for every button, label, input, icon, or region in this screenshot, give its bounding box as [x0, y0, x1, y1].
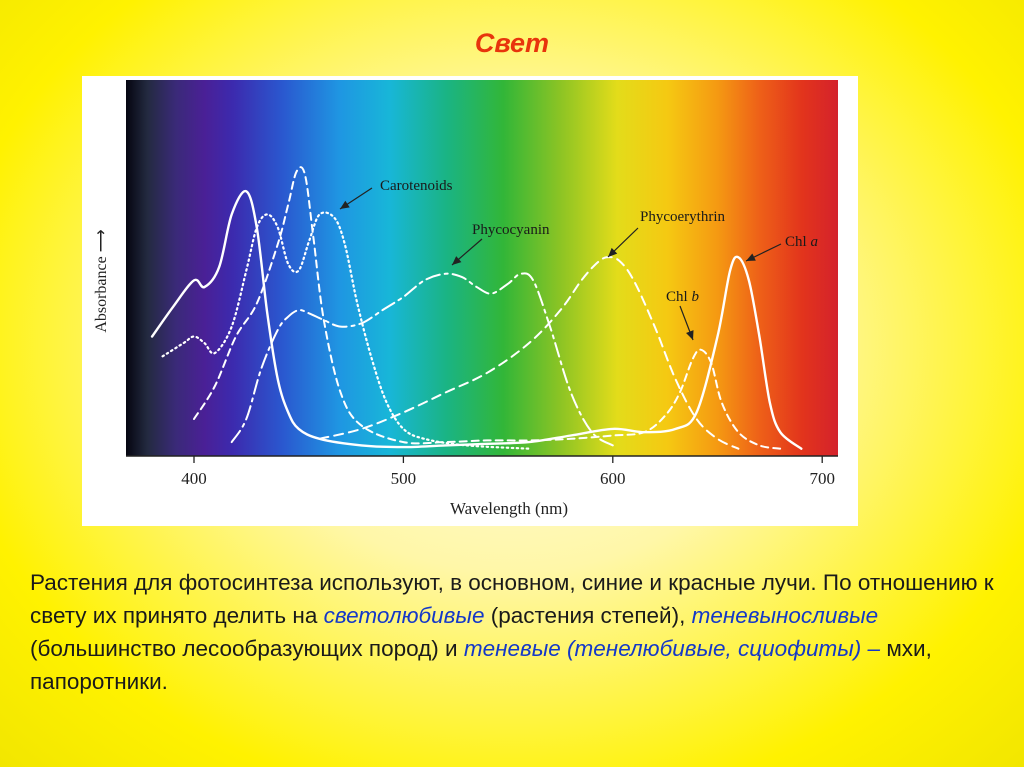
- series-label: Phycocyanin: [472, 222, 550, 238]
- x-tick-label: 700: [809, 469, 835, 488]
- body-text-part1: Растения для фотосинтеза используют, в о…: [30, 570, 994, 628]
- annotation-arrowhead: [452, 256, 462, 265]
- series-label: Carotenoids: [380, 178, 453, 194]
- term-light-loving: светолюбивые: [323, 603, 485, 628]
- series-line-phycocyanin: [230, 272, 614, 447]
- annotation-arrowhead: [608, 247, 618, 257]
- series-line-phycoerythrin: [318, 256, 740, 450]
- term-shade-loving: теневые (тенелюбивые, сциофиты) –: [463, 636, 881, 661]
- x-tick-label: 500: [391, 469, 417, 488]
- series-line-chl-a: [150, 189, 803, 450]
- body-text-part4: мхи, папоротники.: [30, 636, 932, 694]
- annotation-arrowhead: [340, 200, 350, 209]
- x-tick-label: 400: [181, 469, 207, 488]
- annotation-arrowhead: [686, 330, 694, 340]
- series-label: Phycoerythrin: [640, 209, 725, 225]
- slide-title: Свет: [474, 28, 550, 58]
- series-label: Chl a: [785, 234, 818, 250]
- body-text-part3: (большинство лесообразующих пород) и: [30, 636, 464, 661]
- series-line-chl-b: [193, 166, 782, 450]
- annotation-arrowhead: [746, 253, 756, 261]
- y-axis-label: Absorbance ⟶: [93, 229, 110, 332]
- body-text-part2: (растения степей),: [484, 603, 692, 628]
- series-line-carotenoids: [161, 211, 531, 450]
- x-tick-label: 600: [600, 469, 626, 488]
- body-text: Растения для фотосинтеза используют, в о…: [30, 566, 1000, 698]
- term-shade-tolerant: теневыносливые: [691, 603, 879, 628]
- absorption-spectrum-chart: 400 500 600 700 Chl a Chl b Carotenoids Phycoc…: [82, 76, 858, 526]
- y-axis-label-text: Absorbance: [93, 256, 110, 332]
- chart-svg: 400 500 600 700 Chl a Chl b Carotenoids Phycoc…: [93, 80, 838, 518]
- x-axis-label: Wavelength (nm): [450, 499, 568, 518]
- series-label: Chl b: [666, 289, 699, 305]
